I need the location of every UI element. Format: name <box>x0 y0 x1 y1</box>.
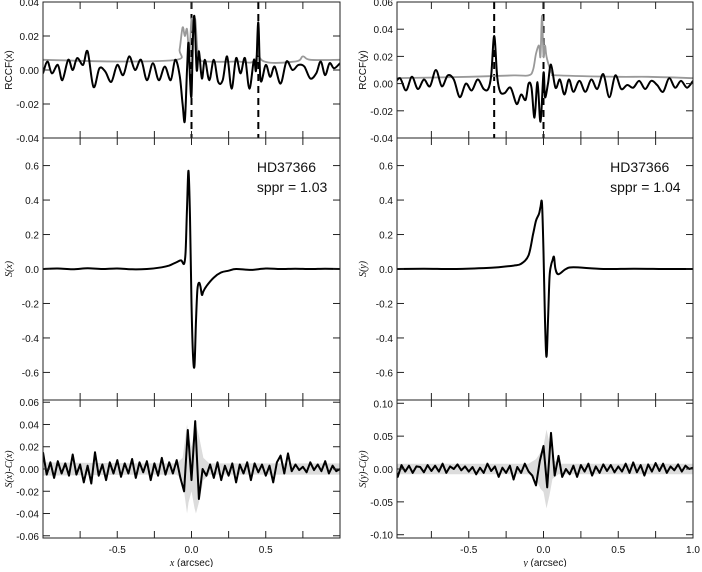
y-axis-label: S(y) <box>358 260 369 277</box>
y-tick-label: -0.6 <box>376 368 394 379</box>
y-axis-label: RCCF(x) <box>4 50 15 89</box>
y-tick-label: -0.04 <box>16 134 39 145</box>
x-tick-label: 1.0 <box>686 545 700 556</box>
x-tick-label: 0.0 <box>537 545 551 556</box>
y-tick-label: -0.06 <box>16 532 39 543</box>
plot-area <box>43 2 340 138</box>
y-tick-label: 0.2 <box>25 231 39 242</box>
plot-area <box>397 2 693 138</box>
y-axis-label: S(x)-C(x) <box>4 450 15 488</box>
x-axis-variable: x <box>169 558 175 567</box>
x-axis-label: y (arcsec) <box>522 558 566 567</box>
x-tick-label: -0.5 <box>109 545 127 556</box>
y-tick-label: -0.02 <box>16 100 39 111</box>
series-line-gray <box>43 17 340 64</box>
y-tick-label: -0.2 <box>22 299 40 310</box>
y-tick-label: -0.04 <box>16 510 39 521</box>
y-tick-label: 0.6 <box>25 162 39 173</box>
y-tick-label: 0.04 <box>374 25 394 36</box>
x-axis-unit: (arcsec) <box>528 558 567 567</box>
y-tick-label: -0.4 <box>376 334 394 345</box>
y-tick-label: 0.00 <box>374 465 394 476</box>
y-tick-label: 0.06 <box>374 0 394 9</box>
y-tick-label: -0.05 <box>370 498 393 509</box>
panel-rccf-x: 0.04 0.02 0.00 -0.02 -0.04 RCCF(x) <box>4 0 341 145</box>
y-tick-label: 0.02 <box>374 52 394 63</box>
y-tick-label: 0.00 <box>374 80 394 91</box>
star-name-annotation: HD37366 <box>257 159 316 175</box>
x-axis-unit: (arcsec) <box>174 558 213 567</box>
y-tick-label: 0.04 <box>20 0 40 9</box>
y-tick-label: 0.0 <box>25 265 39 276</box>
x-tick-label: -0.5 <box>460 545 478 556</box>
y-tick-label: 0.05 <box>374 432 394 443</box>
y-axis-label: S(x) <box>4 260 15 277</box>
series-line-black <box>397 199 693 358</box>
y-tick-label: 0.6 <box>379 162 393 173</box>
y-tick-label: -0.10 <box>370 531 393 542</box>
series-line-black <box>43 420 340 500</box>
x-tick-label: 0.0 <box>185 545 199 556</box>
y-tick-label: -0.4 <box>22 334 40 345</box>
y-tick-label: -0.2 <box>376 299 394 310</box>
series-line-black <box>397 34 693 123</box>
y-tick-label: 0.10 <box>374 399 394 410</box>
y-tick-label: 0.00 <box>20 66 40 77</box>
y-tick-label: 0.4 <box>25 196 39 207</box>
plot-area <box>43 169 340 369</box>
series-line-black <box>397 431 693 489</box>
y-axis-label: S(y)-C(y) <box>358 450 369 488</box>
y-tick-label: 0.0 <box>379 265 393 276</box>
panel-s-x: 0.6 0.4 0.2 0.0 -0.2 -0.4 -0.6 S(x) HD37366 sppr … <box>4 137 341 401</box>
y-tick-label: 0.04 <box>20 420 40 431</box>
panel-res-y: 0.10 0.05 0.00 -0.05 -0.10 -0.5 0.0 0.5 1.0 S(y)-… <box>358 399 700 569</box>
y-tick-label: 0.2 <box>379 231 393 242</box>
uncertainty-band <box>397 429 693 509</box>
y-tick-label: -0.6 <box>22 368 40 379</box>
x-tick-label: 0.5 <box>259 545 273 556</box>
plot-area <box>397 429 693 509</box>
x-axis-variable: y <box>522 558 528 567</box>
plot-area <box>43 420 340 514</box>
sppr-annotation: sppr = 1.04 <box>610 179 681 195</box>
y-tick-label: 0.00 <box>20 465 40 476</box>
y-tick-label: 0.06 <box>20 398 40 409</box>
panel-s-y: 0.6 0.4 0.2 0.0 -0.2 -0.4 -0.6 S(y) HD37366 sppr … <box>358 137 694 401</box>
y-axis-label: RCCF(y) <box>358 50 369 89</box>
x-axis-label: x (arcsec) <box>169 558 213 567</box>
series-line-black <box>43 14 340 124</box>
x-tick-label: 0.5 <box>611 545 625 556</box>
y-tick-label: 0.02 <box>20 443 40 454</box>
plot-area <box>397 199 693 358</box>
series-line-gray <box>397 14 693 80</box>
sppr-annotation: sppr = 1.03 <box>257 179 328 195</box>
panel-res-x: 0.06 0.04 0.02 0.00 -0.02 -0.04 -0.06 -0.5 0.0 0.… <box>4 398 341 569</box>
y-tick-label: 0.02 <box>20 32 40 43</box>
series-line-black <box>43 169 340 369</box>
panel-rccf-y: 0.06 0.04 0.02 0.00 -0.02 -0.04 RCCF(y) <box>358 0 694 145</box>
y-tick-label: -0.02 <box>370 107 393 118</box>
y-tick-label: -0.02 <box>16 487 39 498</box>
panel-frame <box>396 1 694 139</box>
y-tick-label: -0.04 <box>370 134 393 145</box>
y-tick-label: 0.4 <box>379 196 393 207</box>
star-name-annotation: HD37366 <box>610 159 669 175</box>
